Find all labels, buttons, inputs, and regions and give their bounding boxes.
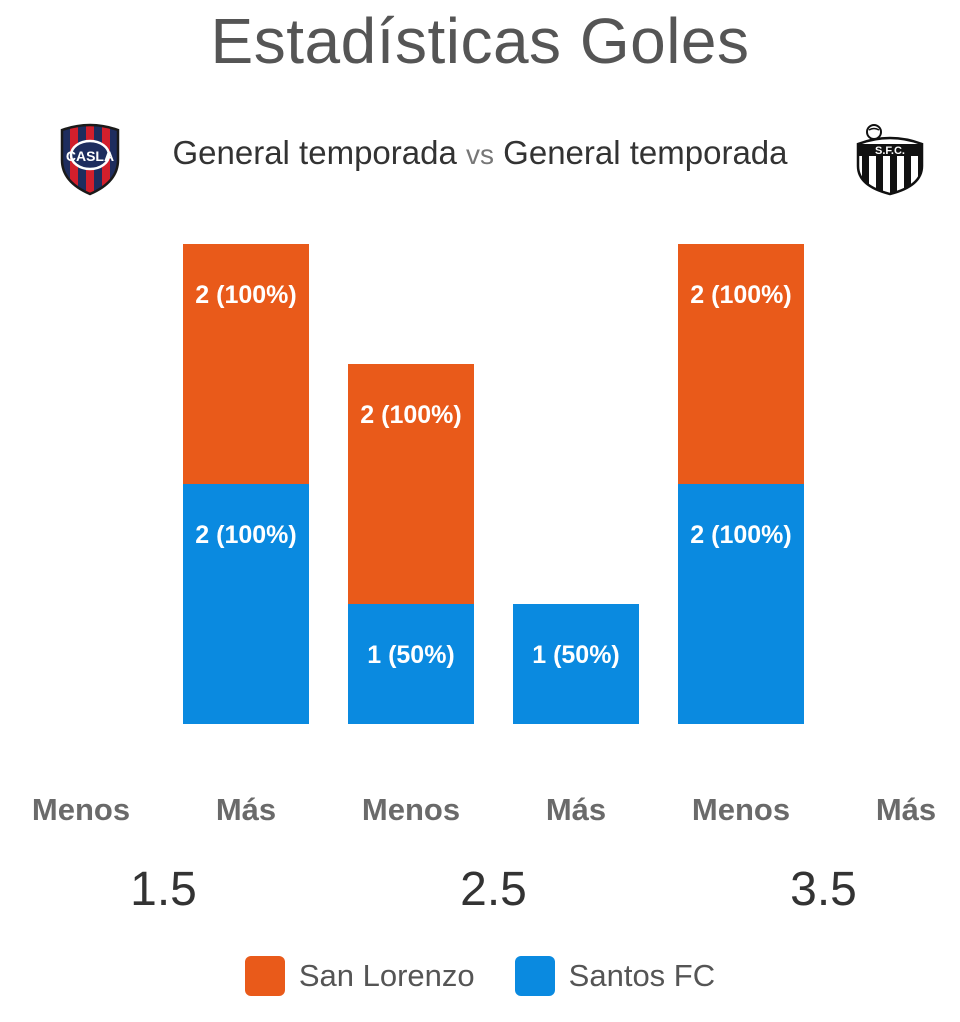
category-label-0: Menos: [32, 792, 130, 827]
category-label-1: Más: [216, 792, 276, 827]
san-lorenzo-crest-icon: CASLA: [56, 122, 124, 201]
bar-label-santos-1: 2 (100%): [195, 521, 296, 549]
left-scope-label: General temporada: [172, 134, 457, 171]
legend-label-santos: Santos FC: [568, 958, 716, 993]
vs-label: vs: [466, 139, 494, 170]
bar-santos-2[interactable]: [348, 604, 474, 724]
bar-label-santos-2: 1 (50%): [367, 641, 455, 669]
svg-text:S.F.C.: S.F.C.: [875, 145, 905, 157]
category-labels: Menos Más Menos Más Menos Más: [32, 792, 936, 827]
goal-line-label-2: 3.5: [790, 863, 857, 916]
legend-label-san-lorenzo: San Lorenzo: [298, 958, 475, 993]
category-label-4: Menos: [692, 792, 790, 827]
bar-label-santos-4: 2 (100%): [690, 521, 791, 549]
bar-santos-1[interactable]: [183, 484, 309, 724]
goal-line-label-0: 1.5: [130, 863, 197, 916]
bar-label-san-lorenzo-2: 2 (100%): [360, 401, 461, 429]
legend-swatch-san-lorenzo: [244, 956, 285, 996]
bar-label-santos-3: 1 (50%): [532, 641, 620, 669]
chart-title: Estadísticas Goles: [210, 5, 750, 77]
legend-item-san-lorenzo[interactable]: San Lorenzo: [244, 956, 475, 996]
legend-swatch-santos: [514, 956, 555, 996]
category-label-3: Más: [546, 792, 606, 827]
bar-san-lorenzo-2[interactable]: [348, 364, 474, 604]
svg-text:CASLA: CASLA: [66, 148, 114, 164]
bars-layer: 2 (100%) 2 (100%) 1 (50%) 2 (100%) 1 (50%) 2 …: [183, 244, 804, 724]
bar-san-lorenzo-4[interactable]: [678, 244, 804, 484]
bar-santos-4[interactable]: [678, 484, 804, 724]
bar-label-san-lorenzo-1: 2 (100%): [195, 281, 296, 309]
santos-fc-crest-icon: S.F.C.: [850, 122, 930, 201]
bar-santos-3[interactable]: [513, 604, 639, 724]
comparison-subtitle: General temporada vs General temporada: [0, 134, 960, 172]
bar-san-lorenzo-1[interactable]: [183, 244, 309, 484]
right-scope-label: General temporada: [503, 134, 788, 171]
category-label-2: Menos: [362, 792, 460, 827]
line-labels: 1.5 2.5 3.5: [130, 863, 857, 916]
legend-item-santos[interactable]: Santos FC: [514, 956, 716, 996]
bar-label-san-lorenzo-4: 2 (100%): [690, 281, 791, 309]
category-label-5: Más: [876, 792, 936, 827]
legend: San Lorenzo Santos FC: [0, 956, 960, 996]
goal-line-label-1: 2.5: [460, 863, 527, 916]
